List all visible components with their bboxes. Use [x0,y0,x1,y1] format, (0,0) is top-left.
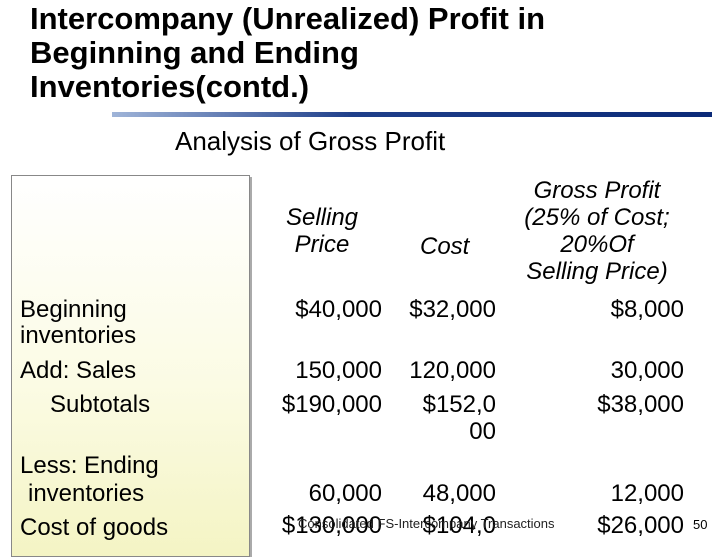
slide-title-line-1: Intercompany (Unrealized) Profit in [30,1,546,36]
header-gross-profit-line-1: Gross Profit [533,177,661,204]
cell-ending-cost: 48,000 [422,480,496,507]
cell-cogs-cost: $104,0 [422,512,496,539]
label-less-ending-line-1: Less: Ending [20,452,159,479]
label-beginning-line-1: Beginning [20,296,127,323]
cell-ending-price: 60,000 [308,480,382,507]
header-gross-profit-line-4: Selling Price) [526,258,668,285]
cell-sales-price: 150,000 [295,357,382,384]
slide-footer: Consolidated FS-Intercompany Transaction… [298,516,555,531]
cell-subtotals-price: $190,000 [281,391,382,418]
header-gross-profit-line-2: (25% of Cost; [524,204,670,231]
cell-ending-profit: 12,000 [610,480,684,507]
cell-beginning-profit: $8,000 [610,296,684,323]
label-cost-of-goods: Cost of goods [20,514,169,541]
header-gross-profit-line-3: 20%Of [560,231,634,258]
cell-sales-profit: 30,000 [610,357,684,384]
cell-subtotals-profit: $38,000 [597,391,684,418]
cell-beginning-price: $40,000 [295,296,382,323]
cell-sales-cost: 120,000 [409,357,496,384]
page-number: 50 [693,517,708,532]
title-underline-rule [112,112,712,117]
label-less-ending-line-2: inventories [28,480,145,507]
slide-subtitle: Analysis of Gross Profit [175,126,446,156]
slide-title-line-3: Inventories(contd.) [30,69,310,104]
cell-subtotals-cost-line-2: 00 [469,418,496,445]
label-beginning-line-2: inventories [20,322,137,349]
cell-beginning-cost: $32,000 [409,296,496,323]
label-subtotals: Subtotals [50,391,151,418]
header-selling-price-line-1: Selling [285,204,359,231]
slide-title: Intercompany (Unrealized) Profit in Begi… [30,2,680,104]
cell-subtotals-cost-line-1: $152,0 [422,391,496,418]
header-selling-price-line-2: Price [294,231,350,258]
row-labels-panel [11,175,250,557]
slide-title-line-2: Beginning and Ending [30,35,359,70]
label-add-sales: Add: Sales [20,357,137,384]
cell-cogs-profit: $26,000 [597,512,684,539]
header-cost: Cost [420,233,470,260]
cell-cogs-price: $130,000 [281,512,382,539]
